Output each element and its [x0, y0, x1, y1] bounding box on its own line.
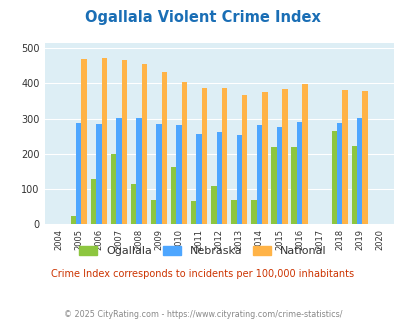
Bar	[356, 118, 362, 224]
Bar	[181, 82, 187, 224]
Bar	[141, 64, 147, 224]
Bar	[331, 131, 336, 224]
Bar	[70, 215, 76, 224]
Bar	[276, 127, 281, 224]
Bar	[96, 124, 101, 224]
Bar	[176, 125, 181, 224]
Bar	[116, 117, 121, 224]
Bar	[122, 60, 127, 224]
Bar	[216, 132, 222, 224]
Bar	[191, 202, 196, 224]
Bar	[271, 147, 276, 224]
Bar	[90, 179, 96, 224]
Text: Ogallala Violent Crime Index: Ogallala Violent Crime Index	[85, 10, 320, 25]
Bar	[211, 186, 216, 224]
Bar	[262, 91, 267, 224]
Bar	[111, 154, 116, 224]
Bar	[236, 135, 241, 224]
Bar	[156, 124, 161, 224]
Bar	[171, 167, 176, 224]
Bar	[151, 200, 156, 224]
Bar	[351, 146, 356, 224]
Bar	[81, 59, 87, 224]
Bar	[136, 117, 141, 224]
Bar	[291, 147, 296, 224]
Bar	[296, 122, 301, 224]
Bar	[222, 88, 227, 224]
Bar	[341, 90, 347, 224]
Text: Crime Index corresponds to incidents per 100,000 inhabitants: Crime Index corresponds to incidents per…	[51, 269, 354, 279]
Bar	[336, 123, 341, 224]
Bar	[251, 200, 256, 224]
Bar	[281, 89, 287, 224]
Bar	[301, 84, 307, 224]
Bar	[101, 58, 107, 224]
Bar	[201, 88, 207, 224]
Text: © 2025 CityRating.com - https://www.cityrating.com/crime-statistics/: © 2025 CityRating.com - https://www.city…	[64, 310, 341, 319]
Bar	[362, 91, 367, 224]
Bar	[230, 200, 236, 224]
Bar	[256, 125, 262, 224]
Legend: Ogallala, Nebraska, National: Ogallala, Nebraska, National	[75, 242, 330, 261]
Bar	[241, 95, 247, 224]
Bar	[196, 134, 201, 224]
Bar	[161, 72, 167, 224]
Bar	[130, 184, 136, 224]
Bar	[76, 123, 81, 224]
